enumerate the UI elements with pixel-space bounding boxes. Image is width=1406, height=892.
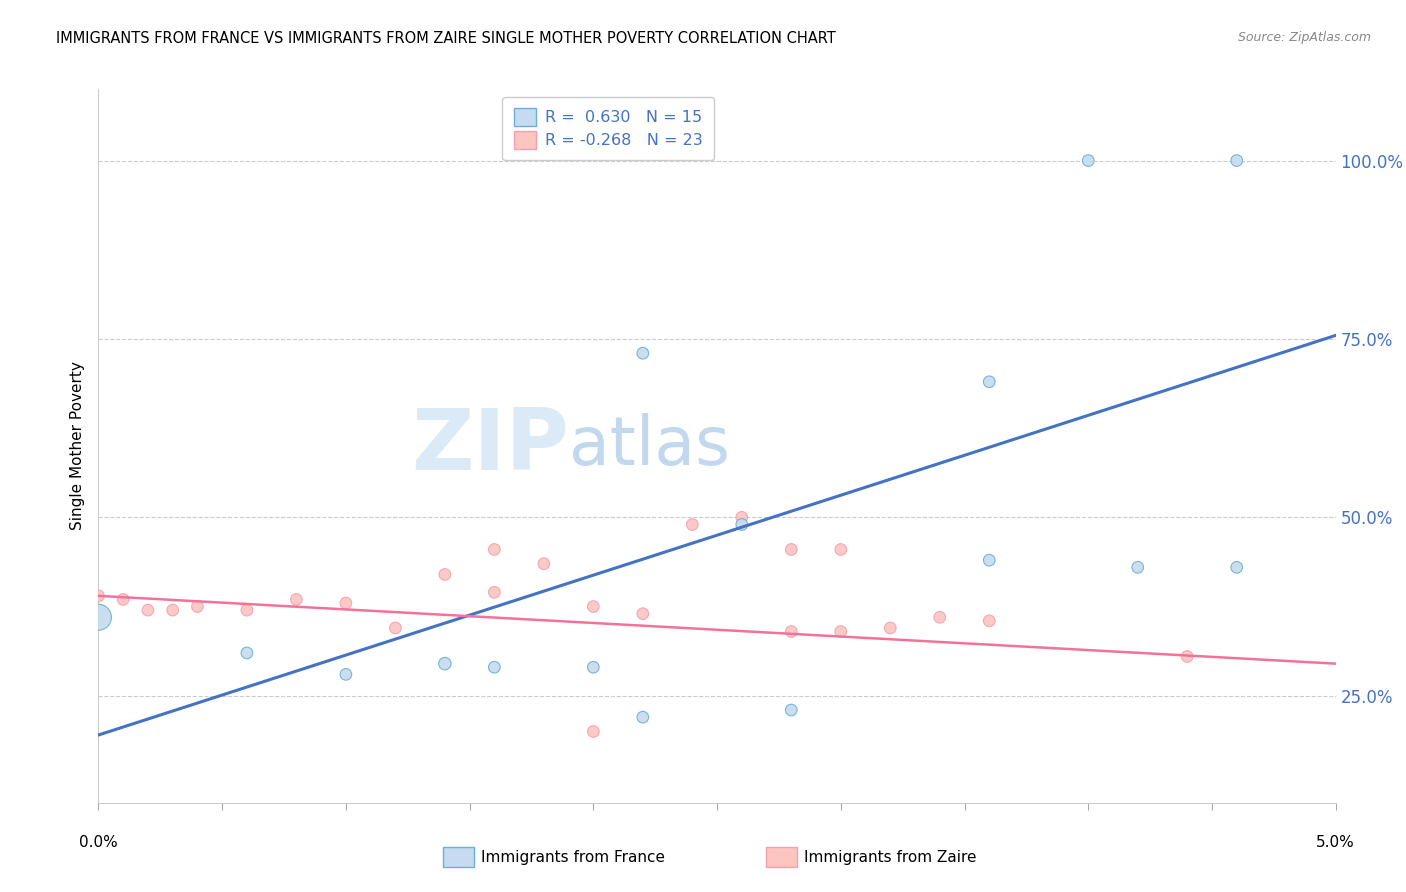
Point bbox=[731, 517, 754, 532]
Point bbox=[979, 614, 1001, 628]
Point bbox=[236, 603, 259, 617]
Text: Immigrants from France: Immigrants from France bbox=[481, 850, 665, 864]
Point bbox=[1077, 153, 1099, 168]
Point bbox=[236, 646, 259, 660]
Point bbox=[1226, 560, 1249, 574]
Point bbox=[731, 510, 754, 524]
Point bbox=[484, 660, 506, 674]
Point bbox=[830, 624, 852, 639]
Point bbox=[112, 592, 135, 607]
Point bbox=[186, 599, 208, 614]
Point bbox=[631, 607, 654, 621]
Point bbox=[533, 557, 555, 571]
Point bbox=[1226, 153, 1249, 168]
Point bbox=[681, 517, 703, 532]
Point bbox=[979, 375, 1001, 389]
Point bbox=[780, 624, 803, 639]
Point bbox=[335, 667, 357, 681]
Point bbox=[1126, 560, 1149, 574]
Text: 0.0%: 0.0% bbox=[79, 835, 118, 850]
Text: ZIP: ZIP bbox=[411, 404, 568, 488]
Point bbox=[780, 703, 803, 717]
Point bbox=[162, 603, 184, 617]
Point bbox=[384, 621, 406, 635]
Point bbox=[830, 542, 852, 557]
Text: Source: ZipAtlas.com: Source: ZipAtlas.com bbox=[1237, 31, 1371, 45]
Y-axis label: Single Mother Poverty: Single Mother Poverty bbox=[70, 361, 86, 531]
Text: atlas: atlas bbox=[568, 413, 730, 479]
Point bbox=[87, 589, 110, 603]
Point bbox=[484, 542, 506, 557]
Point bbox=[582, 660, 605, 674]
Point bbox=[335, 596, 357, 610]
Text: 5.0%: 5.0% bbox=[1316, 835, 1355, 850]
Point bbox=[928, 610, 950, 624]
Text: Immigrants from Zaire: Immigrants from Zaire bbox=[804, 850, 977, 864]
Point bbox=[780, 542, 803, 557]
Point bbox=[433, 657, 456, 671]
Point bbox=[1175, 649, 1198, 664]
Point bbox=[433, 567, 456, 582]
Legend: R =  0.630   N = 15, R = -0.268   N = 23: R = 0.630 N = 15, R = -0.268 N = 23 bbox=[502, 97, 714, 160]
Point bbox=[631, 346, 654, 360]
Point bbox=[484, 585, 506, 599]
Point bbox=[879, 621, 901, 635]
Point bbox=[87, 610, 110, 624]
Point bbox=[285, 592, 308, 607]
Point bbox=[136, 603, 159, 617]
Point bbox=[979, 553, 1001, 567]
Point bbox=[631, 710, 654, 724]
Point bbox=[582, 599, 605, 614]
Point bbox=[582, 724, 605, 739]
Text: IMMIGRANTS FROM FRANCE VS IMMIGRANTS FROM ZAIRE SINGLE MOTHER POVERTY CORRELATIO: IMMIGRANTS FROM FRANCE VS IMMIGRANTS FRO… bbox=[56, 31, 837, 46]
